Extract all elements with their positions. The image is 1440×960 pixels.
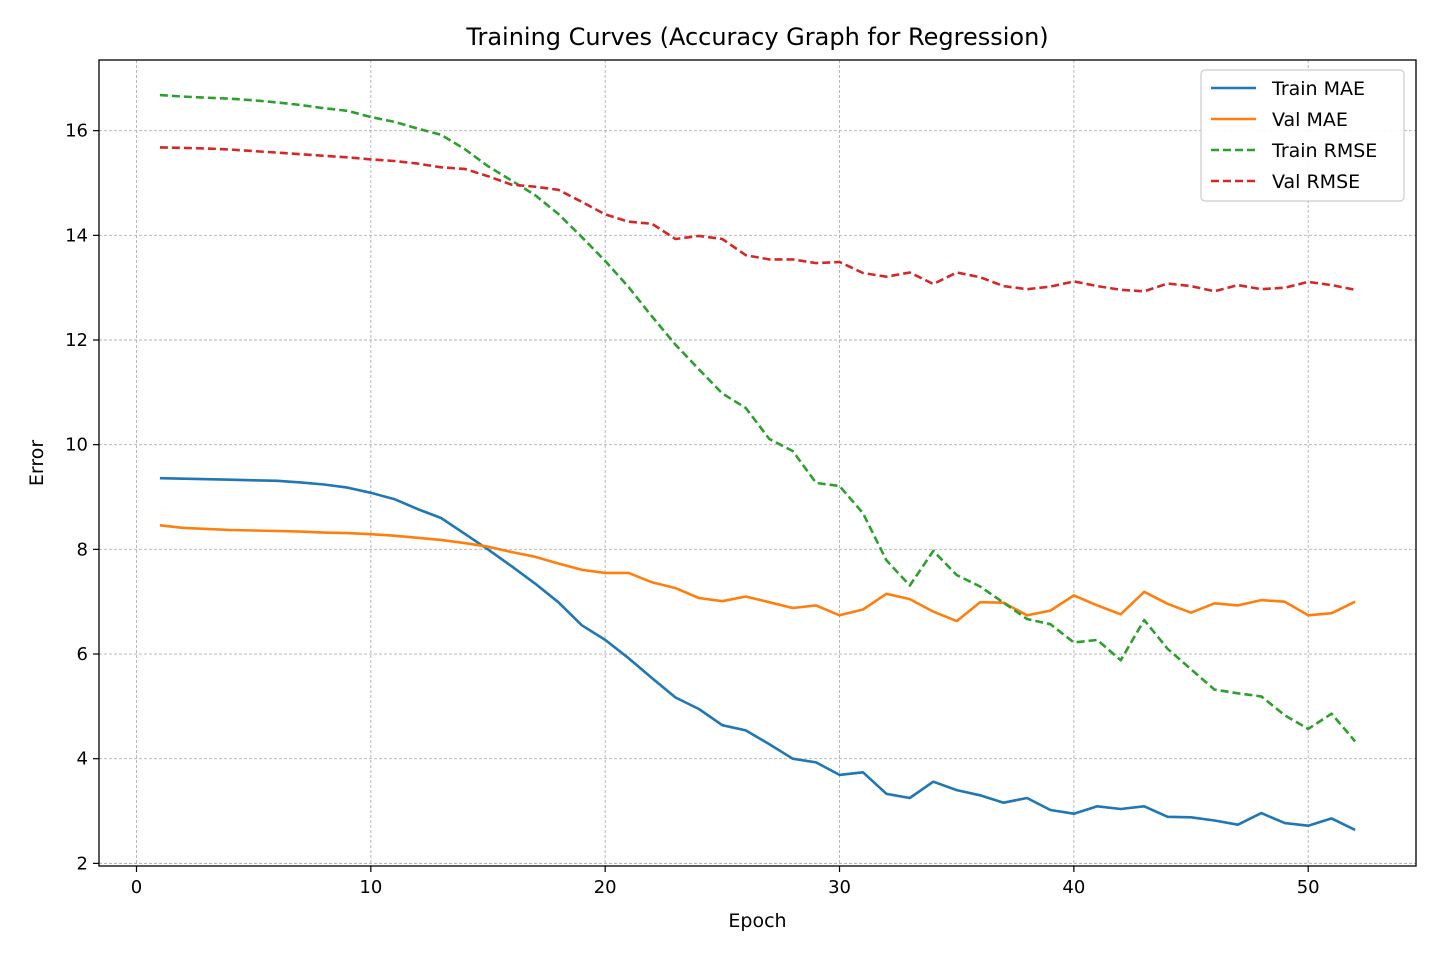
legend-label-val-rmse: Val RMSE: [1272, 171, 1360, 193]
grid-lines: [99, 60, 1416, 866]
y-tick-label: 14: [65, 225, 88, 246]
x-tick-label: 0: [131, 877, 142, 898]
legend: Train MAE Val MAE Train RMSE Val RMSE: [1200, 69, 1405, 202]
x-axis-ticks: 0 10 20 30 40 50: [131, 866, 1320, 898]
legend-label-train-mae: Train MAE: [1271, 78, 1365, 100]
legend-box: [1200, 69, 1405, 202]
x-axis-title: Epoch: [728, 910, 786, 932]
legend-label-train-rmse: Train RMSE: [1271, 140, 1377, 162]
x-tick-label: 10: [359, 877, 382, 898]
chart-title: Training Curves (Accuracy Graph for Regr…: [465, 23, 1048, 51]
series-line-train-mae: [159, 476, 1356, 832]
y-tick-label: 4: [77, 749, 88, 770]
x-tick-label: 40: [1062, 877, 1085, 898]
plot-frame: [98, 59, 1417, 867]
y-tick-label: 12: [65, 330, 88, 351]
y-tick-label: 10: [65, 435, 88, 456]
x-tick-label: 50: [1297, 877, 1320, 898]
y-axis-title: Error: [26, 440, 48, 487]
y-tick-label: 16: [65, 121, 88, 142]
y-tick-label: 2: [77, 853, 88, 874]
y-tick-label: 8: [77, 539, 88, 560]
series-line-val-rmse: [159, 146, 1356, 293]
x-tick-label: 30: [828, 877, 851, 898]
y-axis-ticks: 2 4 6 8 10 12 14 16: [65, 121, 99, 874]
series-lines: [159, 93, 1357, 832]
y-tick-label: 6: [77, 644, 88, 665]
legend-label-val-mae: Val MAE: [1272, 109, 1348, 131]
series-line-val-mae: [159, 524, 1356, 623]
x-tick-label: 20: [594, 877, 617, 898]
